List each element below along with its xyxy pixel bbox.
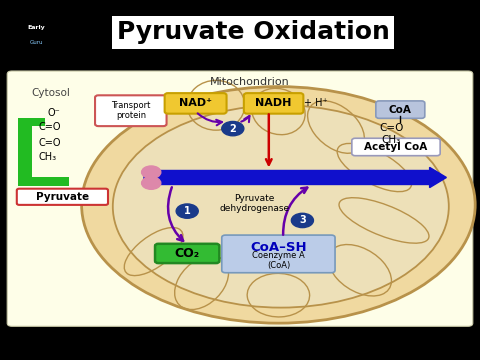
FancyBboxPatch shape [7, 71, 473, 326]
FancyBboxPatch shape [165, 93, 227, 114]
Circle shape [142, 166, 161, 179]
Text: O⁻: O⁻ [47, 108, 60, 118]
Ellipse shape [82, 87, 475, 323]
Circle shape [222, 121, 244, 136]
Text: NAD⁺: NAD⁺ [179, 98, 212, 108]
Ellipse shape [113, 105, 449, 307]
Text: Acetyl CoA: Acetyl CoA [364, 142, 428, 152]
Text: 1: 1 [184, 206, 191, 216]
FancyBboxPatch shape [222, 235, 335, 273]
FancyBboxPatch shape [17, 189, 108, 205]
Circle shape [176, 204, 198, 218]
Text: Transport
protein: Transport protein [111, 101, 151, 120]
Text: Cytosol: Cytosol [31, 88, 70, 98]
Text: Pyruvate Oxidation: Pyruvate Oxidation [117, 21, 389, 44]
FancyBboxPatch shape [18, 118, 32, 186]
Text: Early: Early [27, 25, 45, 30]
FancyBboxPatch shape [244, 93, 303, 114]
Text: C=O: C=O [38, 138, 61, 148]
Text: Coenzyme A
(CoA): Coenzyme A (CoA) [252, 251, 305, 270]
Text: 3: 3 [299, 215, 306, 225]
FancyBboxPatch shape [95, 95, 167, 126]
Text: CoA–SH: CoA–SH [250, 241, 307, 255]
Text: C=O: C=O [379, 123, 403, 133]
Text: CO₂: CO₂ [175, 247, 200, 260]
Text: CoA: CoA [389, 105, 412, 114]
Text: NADH: NADH [255, 98, 292, 108]
Circle shape [142, 177, 161, 189]
FancyBboxPatch shape [18, 118, 45, 126]
Text: CH₃: CH₃ [38, 152, 57, 162]
Text: C=O: C=O [38, 122, 61, 132]
Circle shape [291, 213, 313, 228]
Text: + H⁺: + H⁺ [304, 98, 327, 108]
Text: Pyruvate
dehydrogenase: Pyruvate dehydrogenase [219, 194, 289, 213]
FancyBboxPatch shape [376, 101, 425, 118]
Text: Guru: Guru [29, 40, 43, 45]
FancyBboxPatch shape [352, 138, 440, 156]
FancyArrow shape [144, 167, 446, 188]
Text: CH₃: CH₃ [382, 135, 401, 144]
FancyBboxPatch shape [18, 177, 69, 186]
Text: Mitochondrion: Mitochondrion [210, 77, 289, 87]
FancyBboxPatch shape [155, 244, 219, 263]
Text: Pyruvate: Pyruvate [36, 192, 89, 202]
Text: 2: 2 [229, 123, 236, 134]
